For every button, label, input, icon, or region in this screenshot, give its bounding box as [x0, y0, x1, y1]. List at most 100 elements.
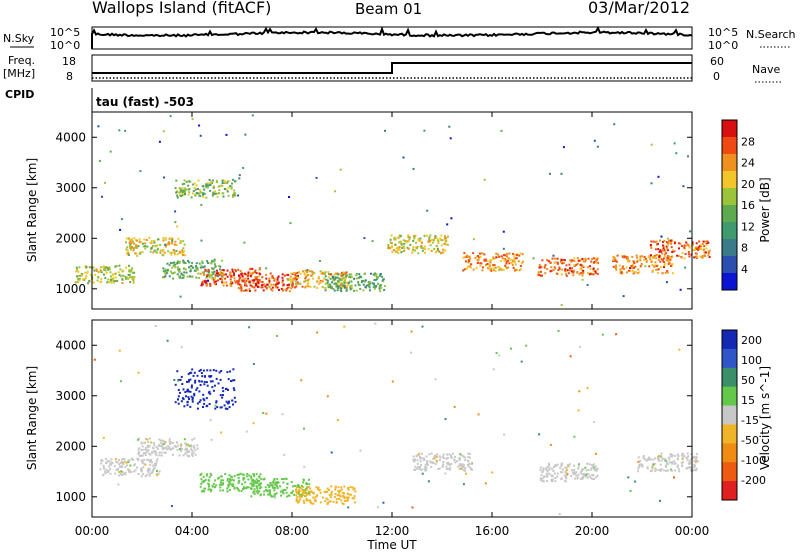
range-cell — [338, 491, 341, 494]
range-cell — [216, 406, 219, 408]
range-cell — [316, 279, 319, 282]
range-cell — [301, 492, 304, 495]
range-cell — [333, 289, 336, 292]
range-cell — [125, 248, 128, 251]
range-cell — [433, 457, 436, 460]
range-cell — [174, 401, 177, 404]
range-cell — [222, 390, 225, 393]
range-cell — [219, 394, 222, 397]
range-cell — [128, 273, 131, 276]
range-cell — [339, 168, 342, 171]
range-cell — [434, 251, 437, 254]
range-cell — [181, 190, 184, 193]
station-title: Wallops Island (fitACF) — [92, 0, 271, 17]
range-cell — [464, 466, 467, 469]
range-cell — [489, 264, 492, 267]
range-cell — [557, 262, 559, 265]
range-cell — [216, 181, 218, 184]
range-cell — [184, 188, 187, 191]
range-cell — [671, 462, 674, 465]
range-cell — [234, 400, 237, 403]
range-cell — [459, 463, 462, 466]
range-cell — [218, 271, 221, 274]
range-cell — [155, 451, 158, 454]
range-cell — [428, 453, 431, 456]
range-cell — [462, 455, 465, 458]
range-cell — [592, 270, 595, 272]
range-cell — [128, 269, 131, 272]
range-cell — [394, 243, 397, 246]
range-cell — [627, 269, 630, 272]
range-cell — [679, 242, 682, 245]
range-cell — [463, 268, 466, 271]
range-cell — [271, 275, 274, 278]
range-cell — [472, 268, 475, 271]
range-cell — [538, 433, 541, 436]
range-cell — [574, 477, 577, 480]
range-cell — [174, 210, 177, 213]
range-cell — [114, 472, 117, 475]
range-cell — [150, 441, 153, 444]
range-cell — [214, 486, 216, 489]
range-cell — [328, 489, 330, 491]
range-cell — [173, 265, 176, 267]
range-cell — [375, 273, 378, 276]
beam-title: Beam 01 — [355, 0, 422, 18]
range-cell — [207, 262, 209, 264]
range-cell — [548, 463, 551, 466]
range-cell — [567, 272, 570, 275]
range-cell — [411, 506, 414, 509]
range-cell — [650, 247, 653, 250]
range-cell — [208, 183, 211, 186]
range-cell — [315, 486, 318, 489]
range-cell — [445, 237, 448, 240]
range-cell — [434, 454, 437, 457]
range-cell — [483, 178, 486, 181]
range-cell — [665, 259, 668, 262]
range-cell — [115, 469, 118, 472]
range-cell — [325, 497, 328, 500]
range-cell — [615, 268, 618, 271]
range-cell — [335, 276, 338, 279]
range-cell — [273, 489, 276, 492]
velocity-scatter-cells — [93, 322, 699, 516]
range-cell — [254, 278, 257, 280]
range-cell — [553, 261, 556, 264]
range-cell — [229, 185, 232, 188]
range-cell — [223, 404, 226, 407]
range-cell — [161, 249, 164, 251]
range-cell — [295, 272, 298, 275]
range-cell — [664, 252, 667, 255]
range-cell — [260, 286, 263, 289]
range-cell — [204, 487, 206, 490]
range-cell — [573, 257, 576, 260]
range-cell — [141, 251, 144, 254]
colorbar-segment — [722, 330, 737, 350]
range-cell — [247, 486, 250, 489]
range-cell — [218, 268, 221, 271]
range-cell — [176, 266, 179, 269]
range-cell — [593, 420, 596, 423]
range-cell — [412, 167, 415, 170]
range-cell — [180, 241, 182, 244]
range-cell — [651, 256, 654, 259]
range-cell — [446, 457, 449, 459]
range-cell — [593, 478, 596, 480]
range-cell — [594, 469, 597, 472]
range-cell — [169, 441, 172, 444]
range-cell — [116, 461, 119, 464]
range-cell — [634, 480, 637, 483]
range-cell — [151, 446, 154, 449]
range-cell — [140, 442, 143, 445]
range-cell — [206, 369, 209, 372]
range-cell — [333, 282, 336, 285]
range-cell — [78, 279, 81, 282]
range-cell — [133, 463, 136, 466]
range-cell — [121, 474, 124, 476]
range-cell — [244, 133, 247, 136]
range-cell — [539, 469, 542, 472]
range-cell — [379, 286, 382, 289]
range-cell — [423, 129, 426, 132]
range-cell — [377, 506, 379, 509]
range-cell — [227, 378, 230, 381]
